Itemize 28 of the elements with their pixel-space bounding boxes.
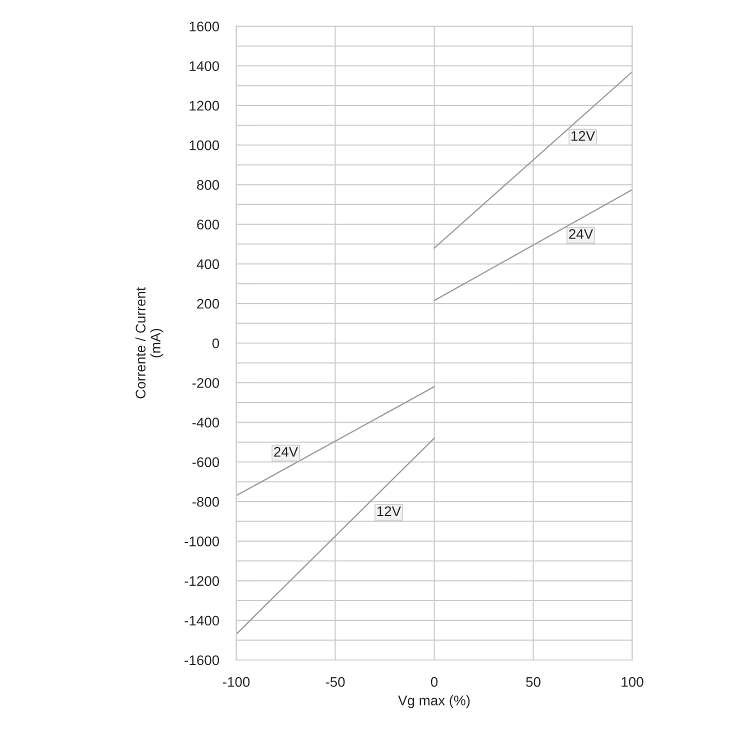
annotation: 12V xyxy=(377,506,402,516)
y-tick-label: 0 xyxy=(212,338,220,348)
y-tick-label: 200 xyxy=(197,298,220,309)
y-axis-title: Corrente / Current (mA) xyxy=(135,287,164,398)
y-tick-label: -1200 xyxy=(184,576,220,586)
x-tick-label: -100 xyxy=(222,677,250,687)
y-tick-label: -400 xyxy=(192,418,220,428)
y-tick-label: 1000 xyxy=(190,140,220,150)
y-tick-label: -1600 xyxy=(184,655,220,666)
y-tick-label: -200 xyxy=(192,378,220,388)
x-axis-title: Vg max (%) xyxy=(398,695,470,708)
y-tick-label: 600 xyxy=(197,220,220,230)
annotation: 24V xyxy=(274,446,298,457)
y-tick-label: -1000 xyxy=(184,536,220,546)
y-tick-label: -1400 xyxy=(184,616,220,626)
x-tick-label: -50 xyxy=(326,677,345,687)
y-tick-label: -600 xyxy=(192,457,220,468)
y-tick-label: 800 xyxy=(197,180,220,190)
x-tick-label: 100 xyxy=(622,677,644,687)
x-tick-label: 50 xyxy=(526,677,540,687)
y-tick-label: -800 xyxy=(192,496,220,507)
x-tick-label: 0 xyxy=(430,677,438,687)
annotation: 12V xyxy=(571,131,596,141)
y-tick-label: 1600 xyxy=(190,22,220,32)
annotation: 24V xyxy=(569,229,594,239)
y-tick-label: 1200 xyxy=(190,100,220,111)
y-tick-label: 400 xyxy=(196,259,220,270)
y-tick-label: 1400 xyxy=(190,61,220,72)
